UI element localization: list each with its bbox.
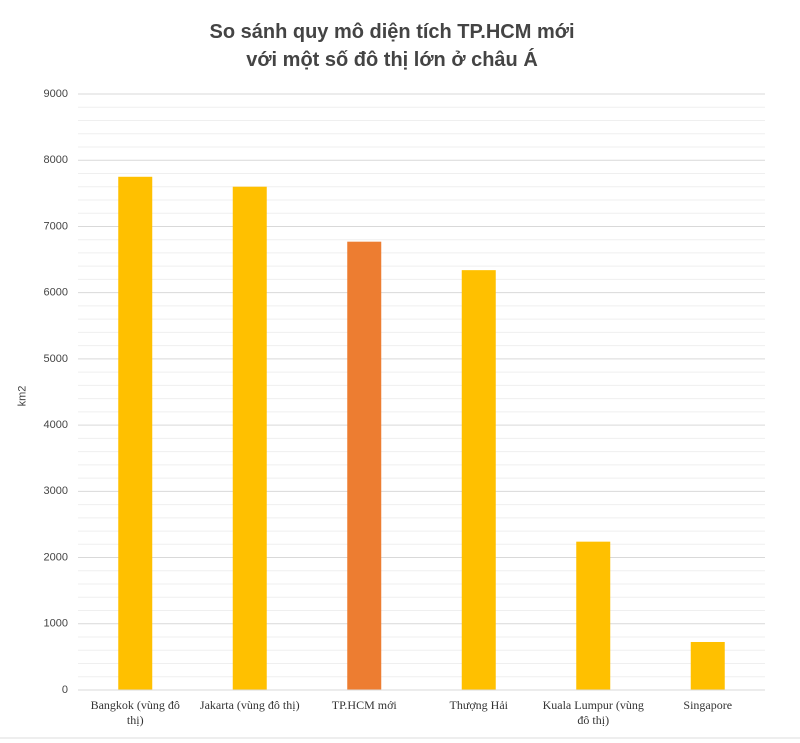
x-tick-label: TP.HCM mới [331, 698, 397, 712]
x-tick-label: Bangkok (vùng đô thị) [90, 698, 180, 727]
bar [690, 641, 725, 690]
y-tick-label: 7000 [44, 220, 68, 232]
y-tick-label: 2000 [44, 551, 68, 563]
x-tick-label: Kuala Lumpur (vùng đô thị) [542, 698, 644, 727]
bar [347, 241, 382, 691]
y-tick-label: 5000 [44, 353, 68, 365]
bar [461, 270, 496, 690]
chart-title: So sánh quy mô diện tích TP.HCM mới với … [209, 21, 575, 71]
y-tick-label: 8000 [44, 154, 68, 166]
y-tick-label: 4000 [44, 419, 68, 431]
bar [232, 186, 267, 690]
y-tick-label: 9000 [44, 88, 68, 100]
x-tick-label: Jakarta (vùng đô thị) [199, 698, 300, 712]
y-tick-label: 6000 [44, 287, 68, 299]
x-tick-label: Thượng Hải [449, 698, 508, 712]
y-tick-label: 3000 [44, 485, 68, 497]
bar [576, 541, 611, 690]
y-tick-label: 0 [62, 684, 68, 696]
x-tick-label: Singapore [683, 698, 733, 712]
y-tick-label: 1000 [44, 618, 68, 630]
y-axis-label: km2 [16, 385, 29, 407]
bar [118, 176, 153, 690]
